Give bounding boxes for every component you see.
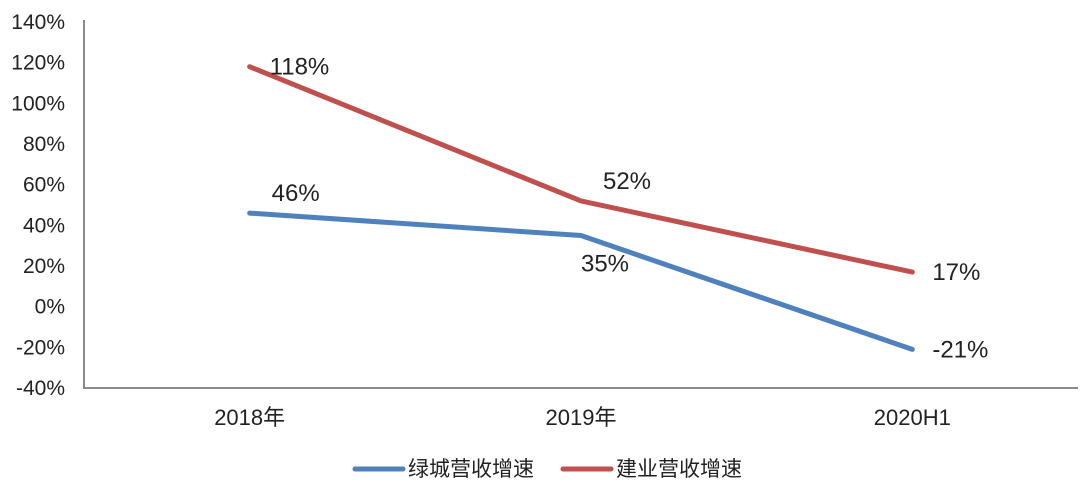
axis-lines [83,20,1078,389]
y-tick-label: 0% [35,296,65,319]
data-label-series-1: 118% [270,54,330,81]
series-line-0 [247,210,915,352]
data-label-series-1: 52% [603,168,651,195]
legend-label-0: 绿城营收增速 [408,458,534,481]
x-axis-label: 2019年 [546,405,617,430]
data-label-series-1: 17% [932,259,980,286]
y-tick-label: -40% [16,377,65,400]
x-axis-label: 2020H1 [874,405,951,430]
legend-label-1: 建业营收增速 [616,458,742,481]
data-label-series-0: -21% [932,336,988,363]
y-tick-label: 40% [23,214,65,237]
y-tick-label: -20% [16,336,65,359]
series-line-1 [247,64,915,275]
data-label-series-0: 46% [272,180,320,207]
data-label-series-0: 35% [581,251,629,278]
y-tick-label: 140% [11,11,65,34]
x-axis-label: 2018年 [214,405,285,430]
y-tick-label: 60% [23,174,65,197]
y-tick-label: 120% [11,52,65,75]
y-tick-label: 100% [11,92,65,115]
y-tick-label: 20% [23,255,65,278]
y-tick-label: 80% [23,133,65,156]
